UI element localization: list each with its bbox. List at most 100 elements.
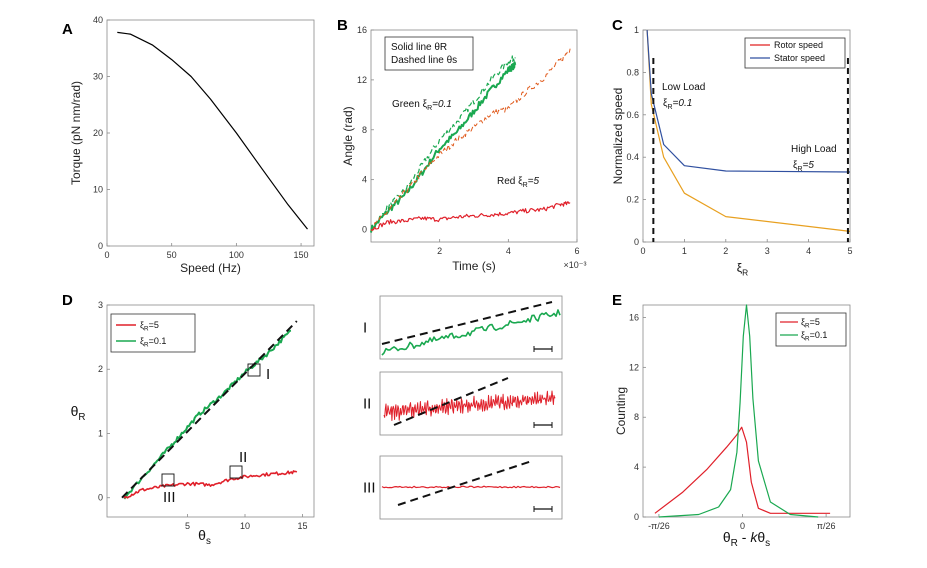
panel-label-a: A (62, 21, 73, 38)
x-tick-label: 15 (297, 521, 307, 531)
x-tick-label: 0 (104, 250, 109, 260)
x-tick-label: π/26 (817, 521, 836, 531)
axes-frame (106, 304, 315, 518)
x-axis-label: Time (s) (452, 259, 496, 273)
x-tick-label: 10 (240, 521, 250, 531)
x-axis-label: Speed (Hz) (180, 261, 241, 275)
x-tick-label: -π/26 (648, 521, 670, 531)
legend-label: Rotor speed (774, 40, 823, 50)
y-tick-label: 0 (98, 493, 103, 503)
legend-box (744, 37, 846, 69)
x-tick-label: 3 (765, 246, 770, 256)
y-tick-label: 0.6 (626, 110, 639, 120)
x-tick-label: 150 (294, 250, 309, 260)
y-tick-label: 0 (634, 237, 639, 247)
inset-label: II (363, 396, 371, 413)
inset-frame (379, 371, 563, 436)
y-tick-label: 0.2 (626, 195, 639, 205)
panel-a: 0 50 100 150 0 10 20 30 40 Speed (Hz) Torque (pN n… (69, 15, 315, 275)
y-tick-label: 1 (634, 25, 639, 35)
legend-label: ξR=5 (801, 317, 820, 330)
y-axis-label: Normalized speed (611, 88, 625, 185)
x-tick-label: 2 (723, 246, 728, 256)
inset-i-reference (381, 301, 553, 345)
panel-label-c: C (612, 17, 623, 34)
series-line (370, 61, 517, 233)
y-tick-label: 0 (362, 225, 367, 235)
y-tick-label: 12 (357, 75, 367, 85)
y-tick-label: 8 (634, 412, 639, 422)
high-load-label: High Load (791, 144, 837, 155)
y-tick-label: 16 (629, 312, 639, 322)
panel-label-b: B (337, 17, 348, 34)
y-tick-label: 12 (629, 362, 639, 372)
series-line (370, 48, 571, 232)
low-load-label: Low Load (662, 82, 705, 93)
x-axis-label: θs (198, 527, 211, 547)
legend-label: ξR=0.1 (801, 330, 827, 343)
inset-iii-trace (381, 485, 561, 489)
y-tick-label: 8 (362, 125, 367, 135)
distribution-line (654, 426, 831, 514)
inset-ii-trace (383, 390, 556, 421)
y-tick-label: 0 (634, 512, 639, 522)
x-tick-label: 0 (640, 246, 645, 256)
inset-label: I (363, 320, 367, 337)
y-tick-label: 2 (98, 364, 103, 374)
y-tick-label: 3 (98, 300, 103, 310)
legend-label: ξR=5 (140, 320, 159, 333)
speed-line (646, 29, 851, 173)
x-tick-label: 5 (847, 246, 852, 256)
x-axis-label: θR - kθs (723, 529, 770, 549)
x-multiplier: ×10⁻³ (563, 260, 586, 270)
x-tick-label: 6 (574, 246, 579, 256)
high-load-xi: ξR=5 (793, 160, 814, 173)
y-axis-label: Counting (614, 387, 628, 435)
torque-speed-line (117, 31, 308, 230)
y-tick-label: 1 (98, 428, 103, 438)
inset-iii-reference (397, 460, 533, 506)
x-tick-label: 100 (229, 250, 244, 260)
axes-frame (370, 29, 578, 243)
reference-dashed-line (121, 320, 298, 499)
panel-e: -π/26 0 π/26 0 4 8 12 16 ξR=5ξR=0.1 θR - kθs Count… (614, 304, 851, 549)
panel-c: 0 1 2 3 4 5 0 0.2 0.4 0.6 0.8 1 Rotor speed Stator sp… (611, 25, 853, 278)
legend-box (775, 312, 847, 347)
y-axis-label: Torque (pN nm/rad) (69, 81, 83, 185)
y-tick-label: 16 (357, 25, 367, 35)
x-tick-label: 4 (506, 246, 511, 256)
axes-frame (106, 19, 315, 247)
y-axis-label: Angle (rad) (341, 106, 355, 165)
series-line (370, 201, 571, 231)
x-tick-label: 0 (740, 521, 745, 531)
y-tick-label: 0.8 (626, 67, 639, 77)
y-tick-label: 10 (93, 185, 103, 195)
legend-label: ξR=0.1 (140, 336, 166, 349)
x-tick-label: 2 (437, 246, 442, 256)
x-tick-label: 50 (167, 250, 177, 260)
low-load-xi: ξR=0.1 (663, 98, 692, 111)
panel-label-e: E (612, 292, 622, 309)
legend-solid-line: Solid line θR (391, 42, 447, 53)
x-tick-label: 5 (185, 521, 190, 531)
distribution-line (658, 304, 819, 518)
x-tick-label: 1 (682, 246, 687, 256)
panel-b: 2 4 6 0 4 8 12 16 ×10⁻³ Solid line θR Dashed line … (341, 25, 587, 273)
roman-ii: II (239, 449, 247, 466)
y-axis-label: θR (71, 403, 86, 423)
x-tick-label: 4 (806, 246, 811, 256)
y-tick-label: 4 (634, 462, 639, 472)
marker-box-ii (229, 465, 243, 479)
roman-i: I (266, 366, 270, 383)
legend-box (384, 36, 474, 71)
inset-i-trace (381, 309, 561, 356)
annotation-red: Red ξR=5 (497, 176, 540, 189)
y-tick-label: 30 (93, 72, 103, 82)
y-tick-label: 0.4 (626, 152, 639, 162)
marker-box-i (247, 363, 261, 377)
inset-ii-reference (393, 377, 509, 426)
legend-label: Stator speed (774, 53, 825, 63)
